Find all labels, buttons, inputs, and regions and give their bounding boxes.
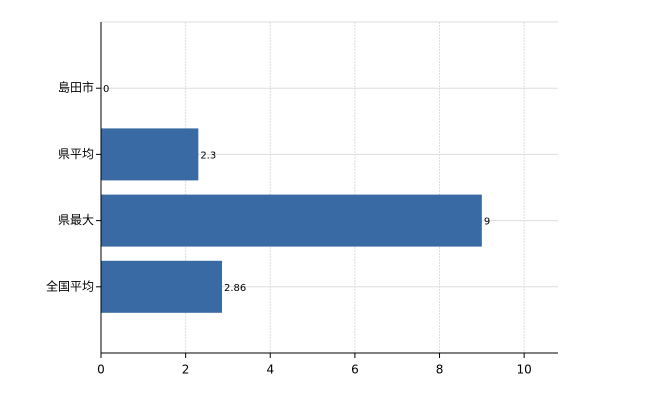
x-tick-label: 0 [97, 363, 105, 377]
value-label: 2.86 [224, 283, 246, 294]
x-tick-label: 8 [436, 363, 444, 377]
y-tick-label: 県平均 [58, 147, 94, 161]
x-tick-label: 10 [517, 363, 532, 377]
value-label: 9 [484, 217, 490, 228]
value-label: 2.3 [200, 150, 216, 161]
x-tick-label: 6 [351, 363, 359, 377]
x-tick-label: 4 [266, 363, 274, 377]
bar [101, 128, 199, 181]
bar [101, 194, 482, 247]
y-tick-label: 島田市 [58, 80, 94, 95]
y-tick-label: 県最大 [58, 213, 94, 227]
value-label: 0 [103, 84, 109, 95]
y-tick-label: 全国平均 [46, 278, 94, 293]
bar [101, 260, 223, 313]
x-tick-label: 2 [182, 363, 190, 377]
